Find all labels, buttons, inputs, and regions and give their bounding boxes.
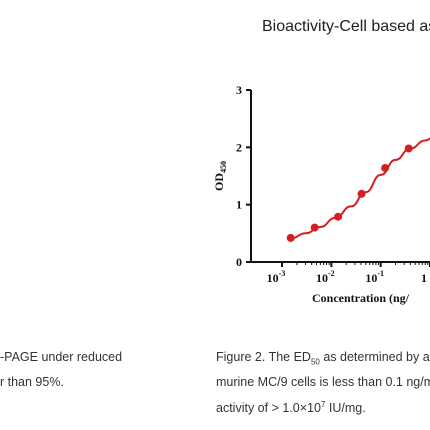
x-tick-label: 10-1 (365, 269, 384, 285)
figure-caption-line-2: murine MC/9 cells is less than 0.1 ng/m (216, 375, 430, 389)
data-point (286, 233, 295, 242)
x-tick-label: 10-3 (267, 269, 286, 285)
y-tick-label: 0 (236, 255, 242, 269)
x-tick-label: 1 (421, 271, 427, 285)
y-axis-title: OD450 (212, 161, 228, 191)
x-axis-title: Concentration (ng/ (312, 291, 410, 305)
data-point (334, 212, 343, 221)
data-point (310, 223, 319, 232)
data-point (404, 144, 413, 153)
left-caption-line-2: r than 95%. (0, 375, 64, 389)
left-caption-line-1: -PAGE under reduced (0, 350, 123, 364)
y-tick-label: 2 (236, 140, 242, 154)
y-tick-label: 1 (236, 198, 242, 212)
x-tick-label: 10-2 (316, 269, 335, 285)
data-point (357, 189, 366, 198)
y-tick-label: 3 (236, 83, 242, 97)
chart-title: Bioactivity-Cell based as (262, 18, 430, 35)
figure-caption-line-3: activity of > 1.0×107 IU/mg. (216, 400, 366, 416)
data-point (381, 163, 390, 172)
figure-caption-line-1: Figure 2. The ED50 as determined by a c (216, 350, 430, 367)
